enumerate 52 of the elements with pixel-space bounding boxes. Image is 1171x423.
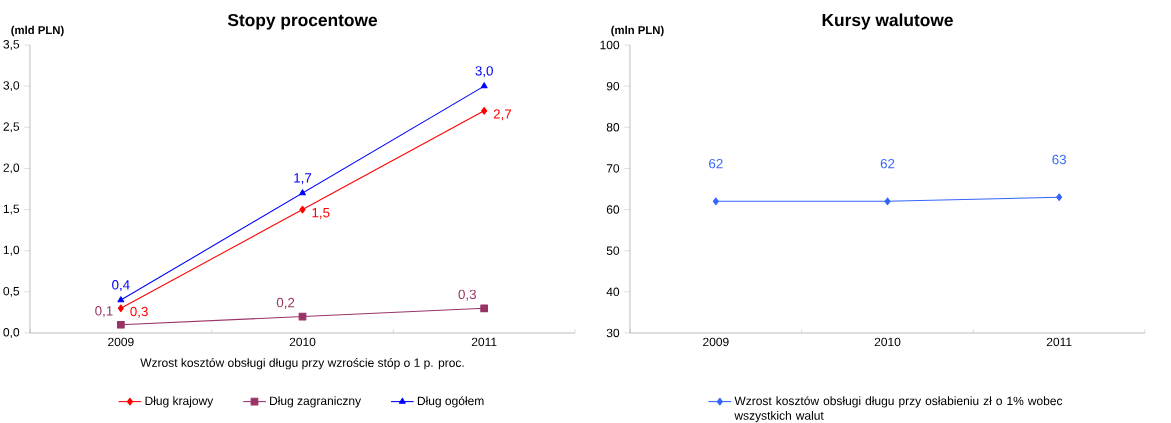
chart-title: Kursy walutowe xyxy=(822,13,953,30)
y-tick-label: 1,0 xyxy=(3,245,20,256)
data-label: 62 xyxy=(709,158,723,169)
x-tick-label: 2009 xyxy=(703,337,729,347)
data-label: 62 xyxy=(880,158,895,169)
y-tick-label: 30 xyxy=(606,328,620,338)
point xyxy=(481,106,488,115)
x-tick-label: 2010 xyxy=(874,337,901,347)
legend-label: Dług zagraniczny xyxy=(270,396,362,408)
y-axis-title: (mln PLN) xyxy=(611,25,664,37)
y-tick-label: 100 xyxy=(600,40,620,50)
point xyxy=(117,296,125,303)
point xyxy=(480,82,488,89)
x-tick-label: 2010 xyxy=(289,337,316,347)
data-label: 0,1 xyxy=(95,306,113,318)
y-tick-label: 50 xyxy=(606,246,620,255)
y-tick-label: 2,5 xyxy=(3,122,20,133)
x-tick-label: 2011 xyxy=(1046,337,1072,347)
legend-label: Wzrost kosztów obsługi długu przy osłabieniu zł o 1% wobec wszystkich walut xyxy=(734,396,1063,423)
y-tick-label: 70 xyxy=(606,164,620,173)
data-label: 3,0 xyxy=(475,66,493,78)
y-tick-label: 80 xyxy=(606,123,620,132)
legend-label: Dług ogółem xyxy=(417,396,484,408)
data-label: 0,3 xyxy=(458,289,476,301)
legend-label: Dług krajowy xyxy=(145,396,214,408)
data-label: 0,4 xyxy=(112,280,130,292)
point xyxy=(298,312,307,321)
data-label: 2,7 xyxy=(493,109,512,121)
point xyxy=(117,304,124,313)
data-label: 0,2 xyxy=(276,297,295,309)
y-tick-label: 0,0 xyxy=(3,328,20,338)
point xyxy=(480,304,489,313)
y-tick-label: 1,5 xyxy=(3,204,20,215)
point xyxy=(299,189,306,196)
x-axis-title: Wzrost kosztów obsługi długu przy wzroście stóp o 1 p. proc. xyxy=(140,358,464,370)
y-tick-label: 90 xyxy=(606,81,620,91)
y-tick-label: 60 xyxy=(606,205,620,214)
y-tick-label: 3,0 xyxy=(3,81,20,92)
y-axis-title: (mld PLN) xyxy=(11,25,64,37)
y-tick-label: 40 xyxy=(606,287,620,297)
y-tick-label: 3,5 xyxy=(3,40,20,50)
point xyxy=(116,320,125,329)
point xyxy=(299,205,306,214)
data-label: 0,3 xyxy=(130,306,148,318)
data-label: 63 xyxy=(1052,154,1066,165)
data-label: 1,7 xyxy=(294,173,312,185)
x-tick-label: 2011 xyxy=(471,337,497,347)
y-tick-label: 0,5 xyxy=(3,286,20,297)
data-label: 1,5 xyxy=(312,208,330,220)
y-tick-label: 2,0 xyxy=(3,163,20,174)
x-tick-label: 2009 xyxy=(108,337,134,347)
chart-title: Stopy procentowe xyxy=(227,13,378,30)
